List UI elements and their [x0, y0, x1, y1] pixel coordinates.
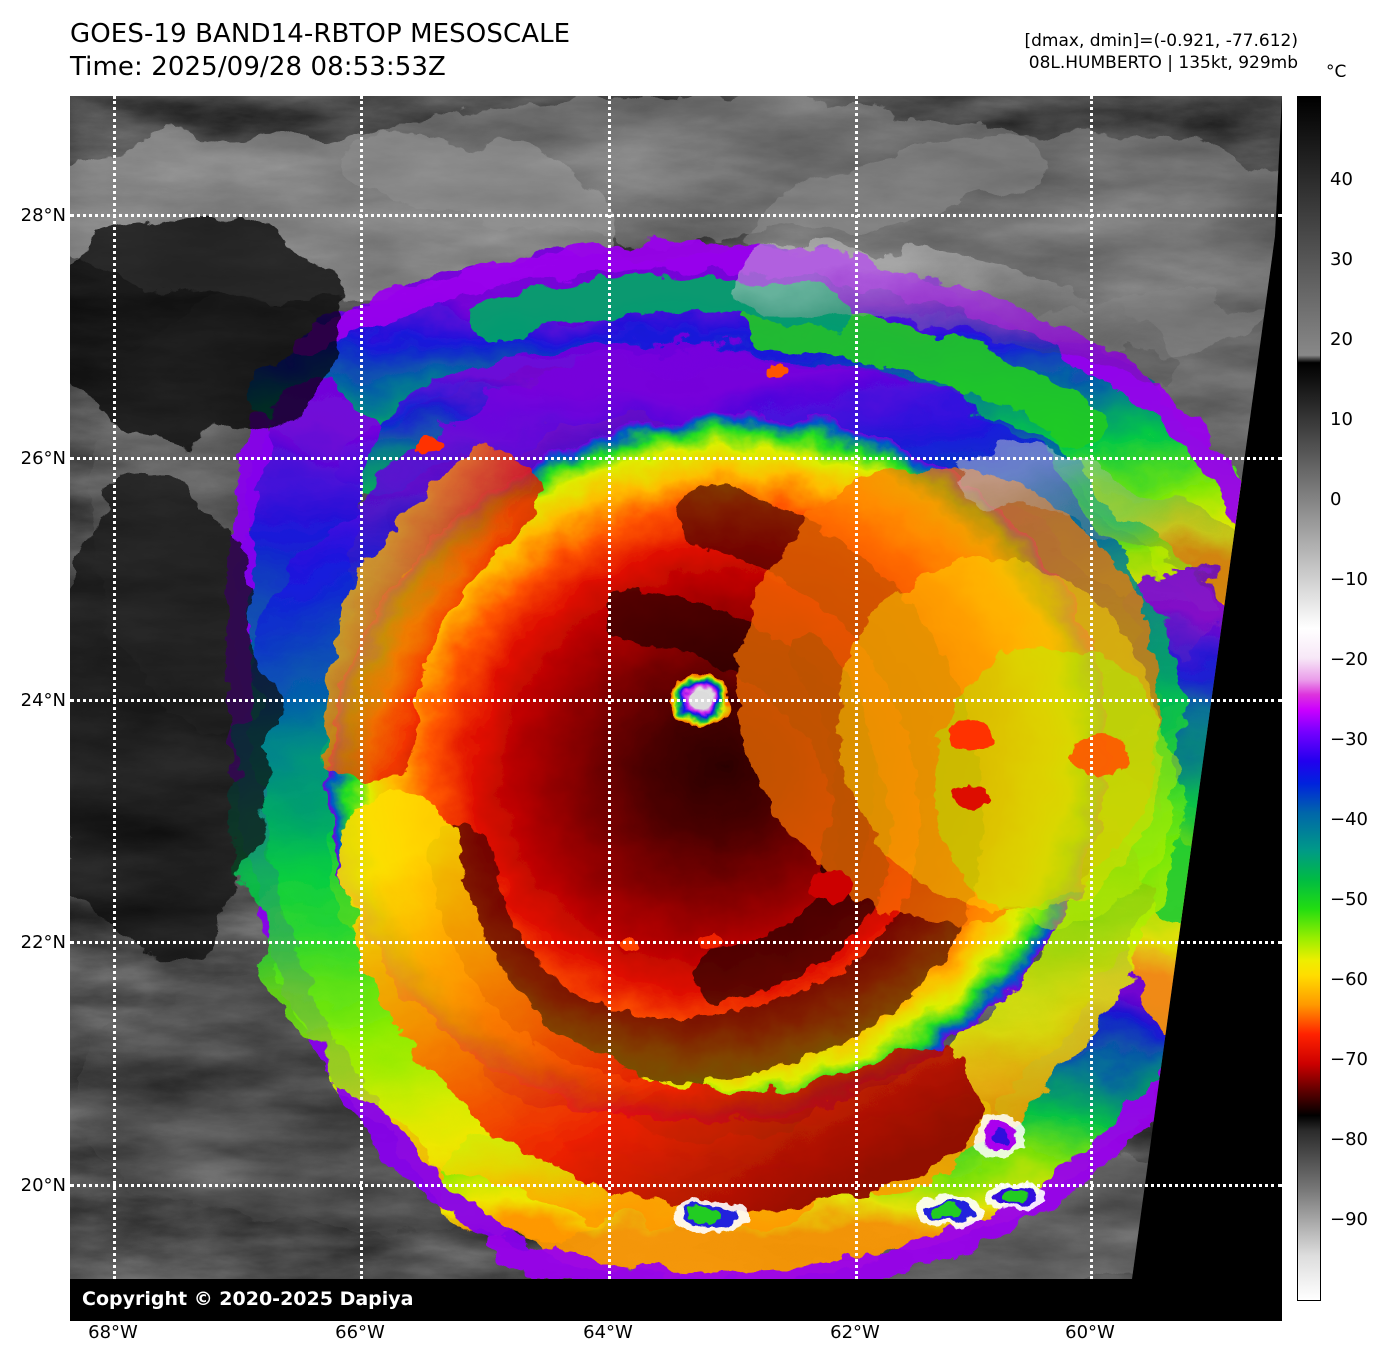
colorbar-unit-label: °C: [1326, 62, 1347, 82]
colorbar[interactable]: [1297, 96, 1321, 1301]
lat-tick-28n: 28°N: [20, 205, 66, 226]
colorbar-tick-0: 0: [1330, 489, 1342, 510]
lon-tick-66w: 66°W: [335, 1322, 385, 1343]
page-title: GOES-19 BAND14-RBTOP MESOSCALE: [70, 19, 571, 49]
storm-info-label: 08L.HUMBERTO | 135kt, 929mb: [1028, 53, 1298, 74]
metadata-block: [dmax, dmin]=(-0.921, -77.612) 08L.HUMBE…: [1025, 30, 1299, 74]
colorbar-tick-m70: −70: [1330, 1049, 1368, 1070]
colorbar-tick-10: 10: [1330, 409, 1353, 430]
colorbar-tick-m80: −80: [1330, 1129, 1368, 1150]
satellite-image-plot[interactable]: [70, 96, 1282, 1279]
lon-tick-60w: 60°W: [1065, 1322, 1115, 1343]
lon-tick-62w: 62°W: [830, 1322, 880, 1343]
timestamp-label: Time: 2025/09/28 08:53:53Z: [70, 52, 446, 83]
colorbar-tick-40: 40: [1330, 169, 1353, 190]
colorbar-tick-m30: −30: [1330, 729, 1368, 750]
title-block: GOES-19 BAND14-RBTOP MESOSCALE Time: 202…: [70, 18, 570, 85]
colorbar-tick-m20: −20: [1330, 649, 1368, 670]
colorbar-tick-m90: −90: [1330, 1209, 1368, 1230]
colorbar-tick-m50: −50: [1330, 889, 1368, 910]
lon-tick-64w: 64°W: [583, 1322, 633, 1343]
colorbar-tick-m40: −40: [1330, 809, 1368, 830]
colorbar-tick-m60: −60: [1330, 969, 1368, 990]
colorbar-tick-30: 30: [1330, 249, 1353, 270]
copyright-label: Copyright © 2020-2025 Dapiya: [82, 1288, 414, 1310]
colorbar-tick-m10: −10: [1330, 569, 1368, 590]
lat-tick-26n: 26°N: [20, 448, 66, 469]
ir-cloud-field: [70, 96, 1282, 1279]
dmax-dmin-label: [dmax, dmin]=(-0.921, -77.612): [1024, 31, 1299, 51]
colorbar-gradient: [1297, 96, 1321, 1301]
copyright-banner: Copyright © 2020-2025 Dapiya: [70, 1279, 1282, 1321]
lat-tick-22n: 22°N: [20, 932, 66, 953]
lon-tick-68w: 68°W: [88, 1322, 138, 1343]
longitude-axis: 68°W 66°W 64°W 62°W 60°W: [0, 1322, 1390, 1352]
lat-tick-20n: 20°N: [20, 1175, 66, 1196]
colorbar-tick-20: 20: [1330, 329, 1353, 350]
lat-tick-24n: 24°N: [20, 690, 66, 711]
